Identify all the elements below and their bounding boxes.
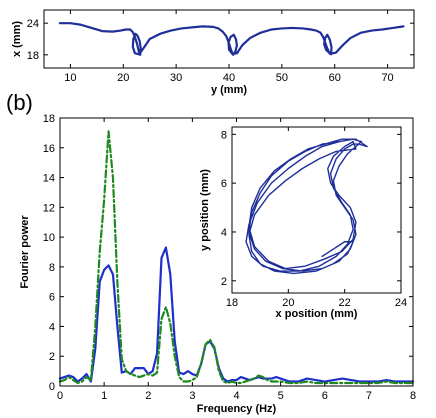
x-tick-label: 24 [395,297,407,309]
x-axis-label: Frequency (Hz) [197,403,277,415]
x-tick-label: 7 [366,390,372,402]
x-tick-label: 0 [57,390,63,402]
y-tick-label: 14 [43,173,55,185]
x-tick-label: 1 [101,390,107,402]
y-tick-label: 12 [43,202,55,214]
x-tick-label: 10 [64,72,76,84]
x-axis-label: x position (mm) [276,308,358,320]
x-tick-label: 5 [278,390,284,402]
y-axis-label: y position (mm) [199,169,211,251]
series-line-0 [245,138,368,275]
y-tick-label: 8 [49,262,55,274]
y-tick-label: 4 [49,321,55,333]
x-tick-label: 20 [117,72,129,84]
x-tick-label: 70 [381,72,393,84]
y-tick-label: 6 [49,292,55,304]
x-tick-label: 6 [322,390,328,402]
x-tick-label: 50 [276,72,288,84]
x-tick-label: 60 [329,72,341,84]
y-tick-label: 18 [27,50,39,62]
y-axis-label: Fourier power [19,215,31,289]
x-tick-label: 40 [223,72,235,84]
x-tick-label: 18 [226,297,238,309]
x-tick-label: 20 [282,297,294,309]
y-tick-label: 4 [221,227,227,239]
y-tick-label: 18 [43,113,55,125]
x-axis-label: y (mm) [211,84,247,96]
series-line-0 [58,22,405,56]
series-line-0 [58,246,415,383]
y-tick-label: 6 [221,178,227,190]
x-tick-label: 22 [339,297,351,309]
y-tick-label: 8 [221,129,227,141]
y-tick-label: 24 [27,18,39,30]
trajectory-panel: 10 20 30 40 50 60 70 18 24 y (mm) x (mm) [11,9,415,96]
x-tick-label: 2 [145,390,151,402]
panel-label: (b) [6,90,33,115]
x-tick-label: 30 [170,72,182,84]
y-tick-label: 2 [221,276,227,288]
plot-background [232,127,401,293]
y-tick-label: 10 [43,232,55,244]
y-tick-label: 0 [49,381,55,393]
series-line-1 [58,130,415,385]
y-axis-label: x (mm) [11,21,23,57]
y-tick-label: 16 [43,143,55,155]
x-tick-label: 4 [233,390,239,402]
axes-frame [231,126,402,294]
x-tick-label: 8 [410,390,416,402]
x-tick-label: 3 [189,390,195,402]
y-tick-label: 2 [49,351,55,363]
